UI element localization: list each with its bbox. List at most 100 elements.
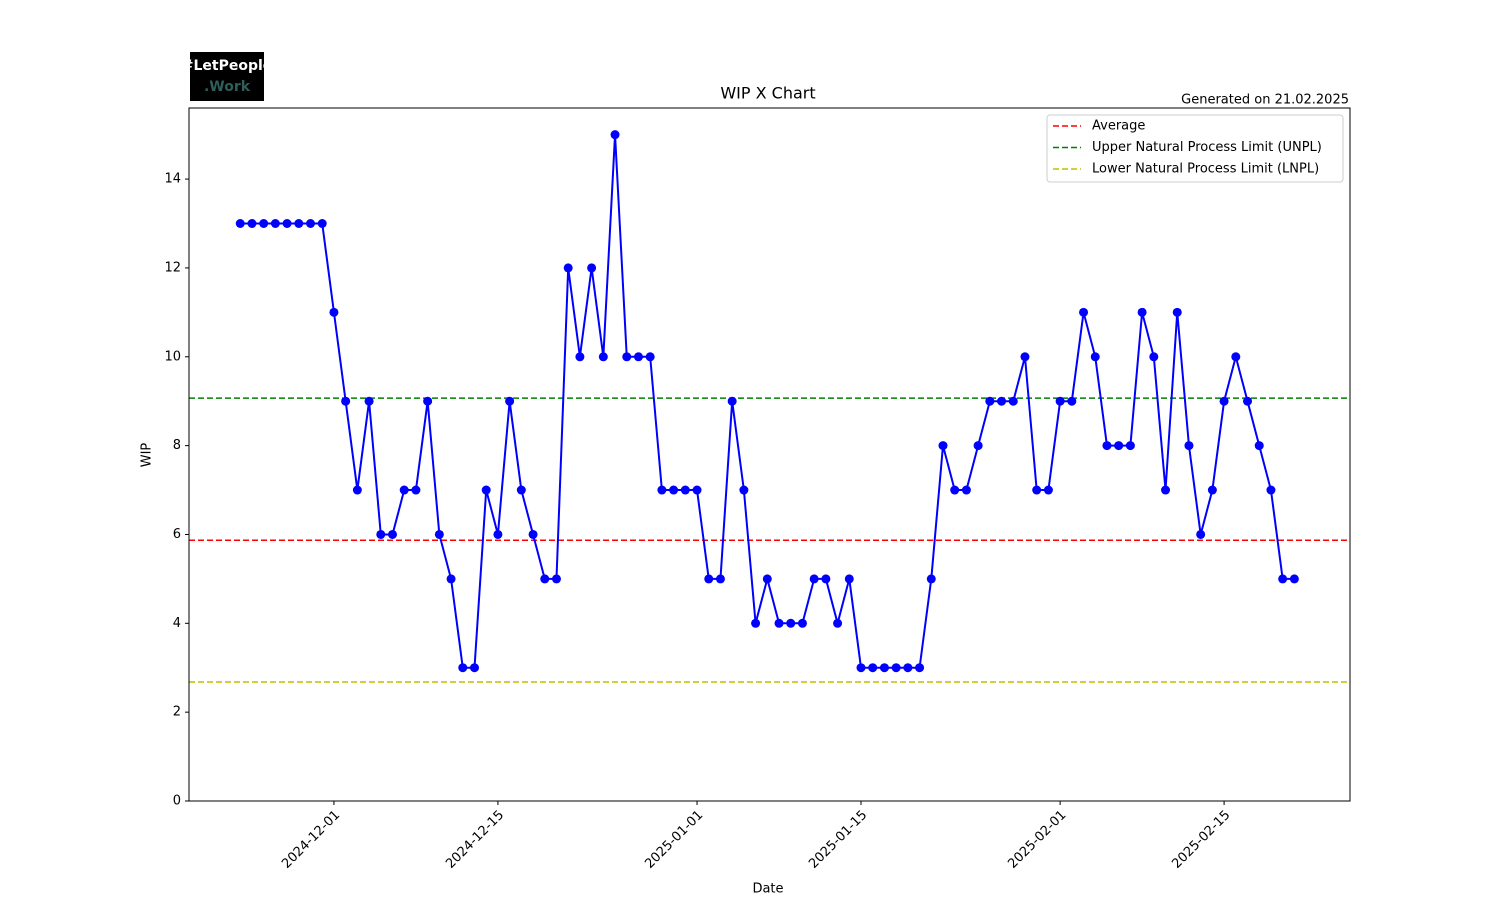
- data-point: [575, 352, 585, 362]
- chart-title: WIP X Chart: [720, 84, 815, 103]
- data-point: [1161, 485, 1171, 495]
- data-point: [1243, 396, 1253, 406]
- y-tick-label: 10: [164, 349, 181, 364]
- data-point: [715, 574, 725, 584]
- data-point: [1231, 352, 1241, 362]
- data-point: [493, 529, 503, 539]
- data-point: [657, 485, 667, 495]
- data-point: [973, 441, 983, 451]
- legend-label: Lower Natural Process Limit (LNPL): [1092, 162, 1319, 177]
- y-tick-label: 8: [173, 438, 181, 453]
- data-point: [704, 574, 714, 584]
- data-point: [247, 219, 257, 228]
- data-point: [1079, 307, 1089, 317]
- data-point: [903, 663, 913, 673]
- y-tick-label: 14: [164, 172, 181, 187]
- data-point: [458, 663, 468, 673]
- x-axis-label: Date: [752, 882, 783, 897]
- data-point: [751, 618, 761, 628]
- data-point: [1254, 441, 1264, 451]
- data-point: [926, 574, 936, 584]
- data-point: [329, 307, 339, 317]
- data-point: [551, 574, 561, 584]
- data-point: [1289, 574, 1299, 584]
- data-point: [1196, 529, 1206, 539]
- legend-box: [1046, 114, 1344, 183]
- data-point: [528, 529, 538, 539]
- data-point: [481, 485, 491, 495]
- y-tick-label: 12: [164, 260, 181, 275]
- data-point: [622, 352, 632, 362]
- data-point: [1114, 441, 1124, 451]
- data-point: [762, 574, 772, 584]
- data-point: [610, 130, 620, 140]
- data-point: [961, 485, 971, 495]
- x-tick-label: 2025-01-15: [806, 808, 870, 872]
- data-point: [879, 663, 889, 673]
- y-tick-label: 0: [173, 794, 181, 809]
- x-tick-label: 2025-01-01: [642, 808, 706, 872]
- data-point: [833, 618, 843, 628]
- data-point: [868, 663, 878, 673]
- data-point: [1278, 574, 1288, 584]
- data-point: [1090, 352, 1100, 362]
- data-point: [259, 219, 269, 228]
- data-point: [786, 618, 796, 628]
- data-point: [1043, 485, 1053, 495]
- data-point: [516, 485, 526, 495]
- data-point: [1020, 352, 1030, 362]
- data-point: [294, 219, 304, 228]
- legend-label: Average: [1092, 119, 1145, 134]
- data-point: [446, 574, 456, 584]
- data-point: [306, 219, 316, 228]
- data-point: [317, 219, 327, 228]
- data-point: [692, 485, 702, 495]
- data-point: [1102, 441, 1112, 451]
- data-point: [669, 485, 679, 495]
- data-point: [1207, 485, 1217, 495]
- x-tick-label: 2024-12-01: [279, 808, 343, 872]
- subtitle: Generated on 21.02.2025: [1181, 93, 1349, 108]
- data-point: [1032, 485, 1042, 495]
- data-point: [938, 441, 948, 451]
- data-point: [1219, 396, 1229, 406]
- data-point: [1184, 441, 1194, 451]
- data-point: [915, 663, 925, 673]
- data-point: [341, 396, 351, 406]
- plot-frame: [188, 107, 1351, 802]
- data-point: [727, 396, 737, 406]
- data-point: [352, 485, 362, 495]
- data-point: [563, 263, 573, 273]
- data-point: [950, 485, 960, 495]
- data-point: [739, 485, 749, 495]
- data-point: [270, 219, 280, 228]
- data-point: [774, 618, 784, 628]
- data-point: [809, 574, 819, 584]
- data-point: [469, 663, 479, 673]
- data-point: [388, 529, 398, 539]
- data-point: [411, 485, 421, 495]
- x-tick-label: 2025-02-01: [1005, 808, 1069, 872]
- logo-text: .Work: [204, 79, 251, 95]
- x-tick-label: 2024-12-15: [443, 808, 507, 872]
- data-point: [423, 396, 433, 406]
- data-point: [434, 529, 444, 539]
- logo-box: [190, 52, 264, 101]
- data-point: [1008, 396, 1018, 406]
- legend-label: Upper Natural Process Limit (UNPL): [1092, 140, 1322, 155]
- data-point: [797, 618, 807, 628]
- data-point: [364, 396, 374, 406]
- y-tick-label: 6: [173, 527, 181, 542]
- data-point: [1149, 352, 1159, 362]
- y-tick-label: 4: [173, 616, 181, 631]
- data-point: [645, 352, 655, 362]
- data-point: [821, 574, 831, 584]
- data-point: [587, 263, 597, 273]
- data-point: [1266, 485, 1276, 495]
- data-point: [505, 396, 515, 406]
- data-point: [633, 352, 643, 362]
- data-point: [985, 396, 995, 406]
- data-point: [997, 396, 1007, 406]
- data-point: [856, 663, 866, 673]
- data-point: [1172, 307, 1182, 317]
